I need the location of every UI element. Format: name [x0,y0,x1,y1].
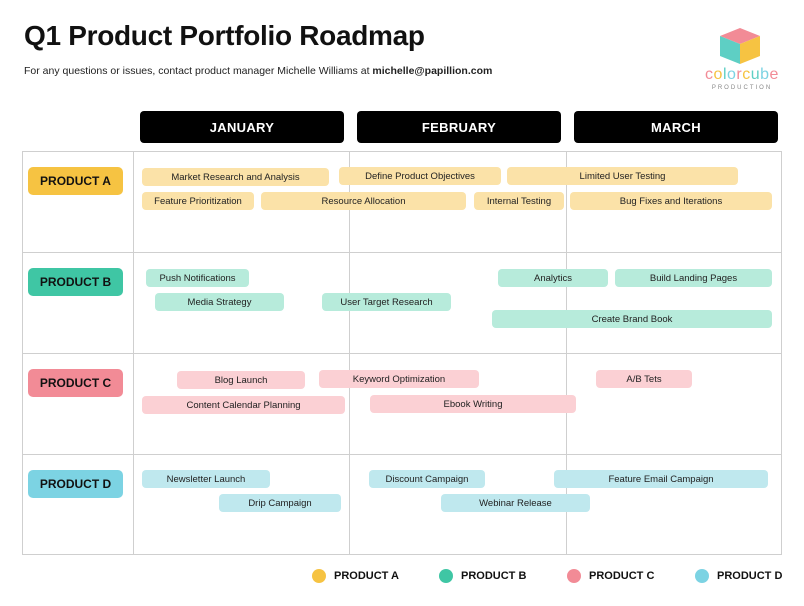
legend-label: PRODUCT B [461,570,527,582]
legend-product-c: PRODUCT C [567,568,654,584]
task-bar[interactable]: Build Landing Pages [615,269,772,287]
task-bar[interactable]: Media Strategy [155,293,284,311]
task-bar[interactable]: A/B Tets [596,370,692,388]
task-bar[interactable]: Define Product Objectives [339,167,501,185]
task-bar[interactable]: Market Research and Analysis [142,168,329,186]
grid-divider [22,454,782,455]
task-bar[interactable]: User Target Research [322,293,451,311]
task-bar[interactable]: Blog Launch [177,371,305,389]
task-bar[interactable]: Feature Prioritization [142,192,254,210]
product-a-label: PRODUCT A [28,167,123,195]
task-bar[interactable]: Drip Campaign [219,494,341,512]
contact-email: michelle@papillion.com [372,65,493,77]
task-bar[interactable]: Webinar Release [441,494,590,512]
legend-product-b: PRODUCT B [439,568,526,584]
legend-label: PRODUCT C [589,570,655,582]
month-header-february: FEBRUARY [357,111,561,143]
task-bar[interactable]: Bug Fixes and Iterations [570,192,772,210]
task-bar[interactable]: Content Calendar Planning [142,396,345,414]
task-bar[interactable]: Limited User Testing [507,167,738,185]
task-bar[interactable]: Push Notifications [146,269,249,287]
month-header-march: MARCH [574,111,778,143]
logo-wordmark: colorcube [705,66,779,83]
task-bar[interactable]: Ebook Writing [370,395,576,413]
product-c-label: PRODUCT C [28,369,123,397]
legend-product-d: PRODUCT D [695,568,782,584]
colorcube-logo: colorcube PRODUCTION [692,26,792,96]
month-header-january: JANUARY [140,111,344,143]
grid-divider [22,353,782,354]
legend-dot-icon [695,569,709,583]
task-bar[interactable]: Newsletter Launch [142,470,270,488]
task-bar[interactable]: Analytics [498,269,608,287]
contact-text: For any questions or issues, contact pro… [24,65,373,77]
cube-icon [720,28,760,64]
legend-dot-icon [439,569,453,583]
task-bar[interactable]: Feature Email Campaign [554,470,768,488]
grid-divider [22,252,782,253]
legend-label: PRODUCT D [717,570,783,582]
task-bar[interactable]: Resource Allocation [261,192,466,210]
task-bar[interactable]: Create Brand Book [492,310,772,328]
legend-dot-icon [567,569,581,583]
legend-dot-icon [312,569,326,583]
product-b-label: PRODUCT B [28,268,123,296]
task-bar[interactable]: Internal Testing [474,192,564,210]
legend-label: PRODUCT A [334,570,399,582]
logo-tagline: PRODUCTION [711,85,773,91]
task-bar[interactable]: Discount Campaign [369,470,485,488]
legend-product-a: PRODUCT A [312,568,399,584]
contact-line: For any questions or issues, contact pro… [24,65,492,77]
page-title: Q1 Product Portfolio Roadmap [24,20,425,51]
product-d-label: PRODUCT D [28,470,123,498]
task-bar[interactable]: Keyword Optimization [319,370,479,388]
